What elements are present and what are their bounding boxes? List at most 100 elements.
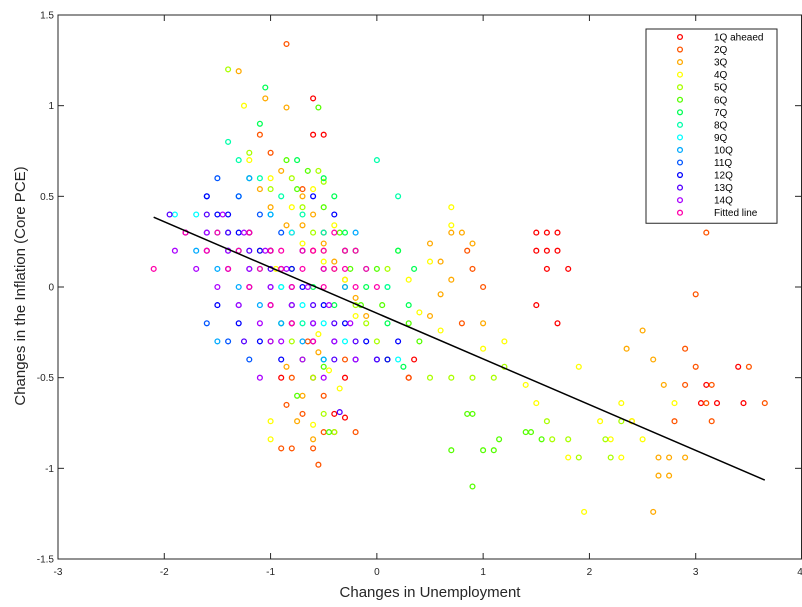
- point-s6-3: [320, 175, 327, 182]
- point-s3-32: [618, 454, 625, 461]
- point-s2-17: [310, 436, 317, 443]
- point-s7-4: [320, 229, 327, 236]
- point-s10-17: [246, 356, 253, 363]
- point-s3-29: [618, 400, 625, 407]
- point-s14-23: [246, 229, 253, 236]
- point-s1-23: [682, 381, 689, 388]
- legend-label-4: 5Q: [714, 83, 728, 94]
- point-s13-6: [299, 356, 306, 363]
- point-s5-16: [448, 447, 455, 454]
- point-s2-12: [363, 312, 370, 320]
- point-s0-7: [278, 374, 285, 381]
- point-s12-1: [203, 211, 210, 218]
- point-s4-3: [288, 175, 295, 182]
- point-s1-10: [310, 445, 317, 452]
- point-s3-8: [341, 276, 349, 283]
- point-s4-25: [565, 436, 572, 443]
- point-s3-10: [315, 331, 322, 338]
- point-s13-22: [347, 320, 354, 327]
- point-s0-2: [310, 131, 317, 138]
- point-s2-4: [299, 193, 306, 200]
- point-s10-10: [235, 193, 242, 200]
- point-s4-13: [288, 338, 295, 345]
- point-s13-4: [256, 320, 263, 327]
- legend-marker-6: [676, 109, 684, 116]
- point-s4-4: [299, 204, 306, 211]
- point-s6-11: [384, 320, 391, 327]
- point-s5-11: [405, 320, 412, 327]
- point-s6-7: [363, 283, 370, 291]
- point-s0-1: [320, 131, 327, 138]
- legend-marker-0: [676, 33, 684, 41]
- point-s11-6: [341, 320, 349, 327]
- point-s0-12: [533, 229, 540, 236]
- point-s1-24: [692, 363, 699, 370]
- point-s1-27: [692, 291, 699, 298]
- point-s4-11: [373, 338, 380, 345]
- point-s0-13: [543, 229, 550, 236]
- point-s8-1: [193, 211, 200, 218]
- point-s2-23: [458, 229, 465, 236]
- point-s2-7: [310, 211, 317, 218]
- y-tick-label-2: -0.5: [37, 373, 55, 384]
- point-s14-22: [373, 283, 380, 291]
- point-s5-18: [469, 410, 476, 417]
- point-s13-15: [352, 356, 359, 363]
- y-tick-label-4: 0.5: [40, 192, 54, 203]
- point-s0-17: [554, 247, 561, 254]
- point-s14-7: [310, 338, 317, 345]
- point-s14-3: [225, 265, 232, 272]
- legend-marker-5: [676, 96, 684, 103]
- point-s2-22: [448, 276, 455, 283]
- point-s1-28: [703, 400, 710, 407]
- point-s12-6: [310, 302, 317, 309]
- point-s2-32: [639, 327, 646, 334]
- point-s2-39: [650, 508, 657, 515]
- point-s8-6: [299, 302, 306, 309]
- point-s1-31: [761, 400, 768, 407]
- point-s3-4: [310, 186, 317, 193]
- point-s2-42: [283, 104, 290, 111]
- point-s5-8: [373, 265, 380, 272]
- point-s8-0: [171, 211, 178, 218]
- point-s1-9: [320, 429, 327, 436]
- point-s14-15: [320, 283, 327, 291]
- point-s0-11: [411, 356, 418, 363]
- x-tick-label-2: -1: [266, 567, 275, 578]
- point-s1-32: [671, 418, 678, 425]
- point-s11-16: [214, 302, 221, 309]
- legend-label-14: Fitted line: [714, 208, 758, 219]
- legend-label-11: 12Q: [714, 171, 733, 182]
- point-s2-31: [623, 345, 630, 352]
- point-s3-34: [671, 400, 678, 407]
- point-s4-24: [549, 436, 556, 443]
- point-s3-15: [310, 421, 317, 428]
- point-s5-2: [304, 167, 311, 174]
- point-s0-28: [341, 414, 349, 421]
- legend-box: [645, 28, 778, 224]
- point-s12-3: [246, 247, 253, 254]
- point-s11-15: [331, 211, 338, 218]
- point-s14-9: [352, 283, 359, 291]
- point-s9-8: [214, 338, 221, 345]
- point-s5-5: [336, 229, 343, 236]
- point-s1-34: [341, 356, 349, 363]
- legend-label-9: 10Q: [714, 145, 733, 156]
- point-s2-15: [299, 392, 306, 399]
- point-s3-23: [501, 338, 508, 345]
- point-s1-21: [464, 247, 471, 254]
- point-s13-20: [304, 283, 311, 291]
- point-s5-17: [464, 410, 471, 417]
- point-s1-22: [480, 283, 487, 291]
- point-s3-13: [267, 418, 274, 425]
- point-s12-9: [373, 356, 380, 363]
- point-s5-13: [294, 392, 301, 399]
- point-s2-40: [235, 68, 242, 75]
- point-s3-11: [325, 367, 333, 374]
- point-s13-13: [310, 320, 317, 327]
- point-s13-16: [219, 211, 226, 218]
- point-s5-10: [379, 302, 386, 309]
- point-s2-20: [426, 240, 434, 247]
- point-s11-14: [310, 193, 317, 200]
- point-s3-0: [240, 102, 248, 109]
